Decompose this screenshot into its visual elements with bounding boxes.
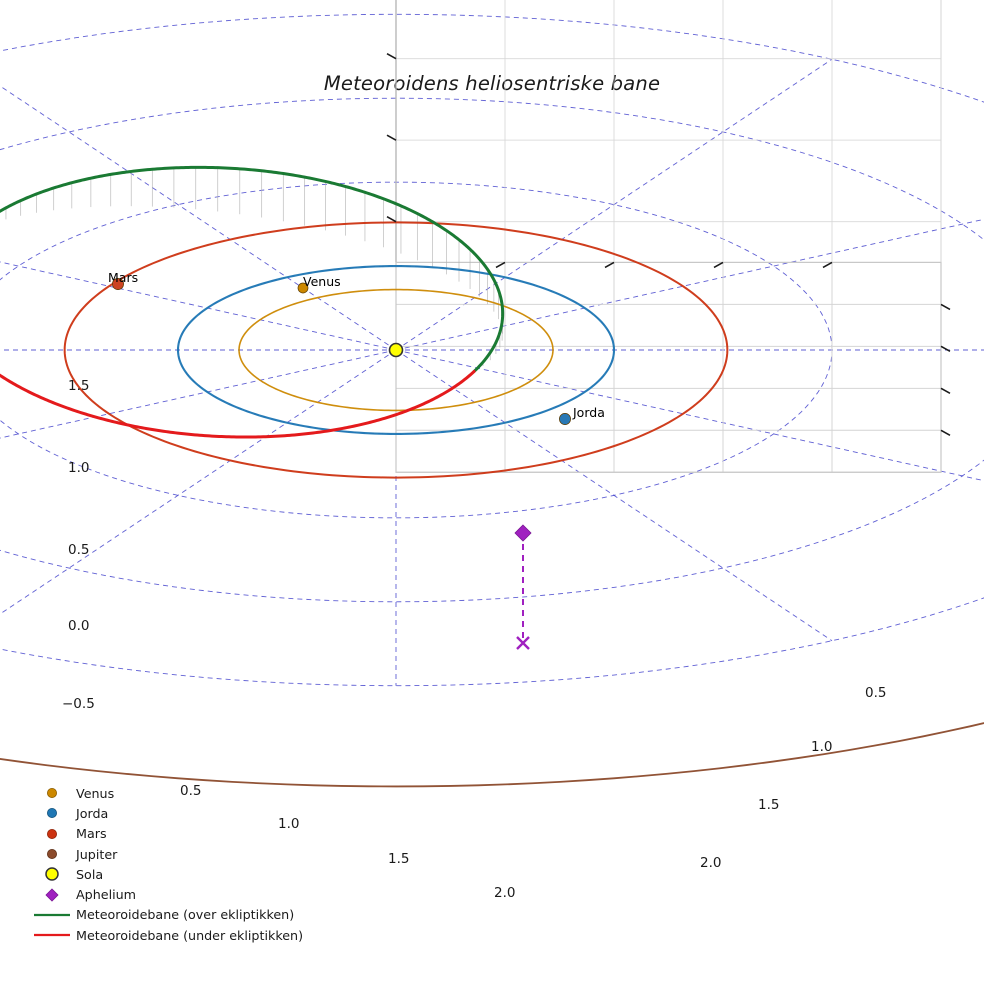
y-tick-label: 1.0 [811,739,833,755]
planet-marker-venus [297,282,309,294]
planet-orbit-layer [0,221,984,788]
polar-grid-spoke [395,349,833,642]
orbit-mars [63,221,729,479]
meteoroid-orbit-layer [0,165,505,439]
x-tick-label: 1.0 [278,816,300,832]
body-label-jorda: Jorda [573,405,605,420]
x-tick-label: 1.5 [388,851,410,867]
legend-marker-dot-icon [28,785,76,801]
legend-item[interactable]: Venus [28,783,328,803]
page-title: Meteoroidens heliosentriske bane [323,72,661,95]
orbit-jorda [176,265,616,435]
meteoroid-orbit-above [0,165,505,373]
body-label-venus: Venus [303,274,341,289]
legend-marker-line-icon [28,927,76,943]
planet-marker-jorda [559,413,571,425]
legend-item[interactable]: Aphelium [28,884,328,904]
y-tick [940,303,951,311]
legend-item[interactable]: Jorda [28,803,328,823]
x-tick [713,261,724,269]
sun-marker [388,342,404,358]
x-tick [604,261,615,269]
legend-label: Jupiter [76,846,118,862]
polar-grid-spoke [0,349,397,439]
legend-marker-dot-icon [28,846,76,862]
x-tick-label: 2.0 [494,885,516,901]
legend-marker-line-icon [28,907,76,923]
z-tick-label: 1.0 [68,460,90,476]
tick-mark-layer [386,52,951,436]
y-tick-label: 1.5 [758,797,780,813]
legend-item[interactable]: Meteoroidebane (under ekliptikken) [28,925,328,945]
x-tick [495,261,506,269]
y-tick [940,429,951,436]
z-tick-label: 0.5 [68,542,90,558]
legend-label: Jorda [76,805,109,821]
aphelion-projection-cross [516,636,530,650]
y-tick [940,387,951,395]
aphelion-marker [514,524,532,542]
legend-label: Sola [76,866,104,882]
z-tick-label: −0.5 [62,696,95,712]
legend-label: Meteoroidebane (over ekliptikken) [76,907,295,923]
orbit-jupiter [0,722,984,788]
polar-grid-spoke [0,349,397,615]
z-tick [386,52,397,60]
legend-label: Aphelium [76,887,137,903]
legend-marker-diamond-icon [28,887,76,903]
legend-dot [46,828,57,839]
legend-label: Venus [76,785,115,801]
polar-grid-spoke [0,261,397,351]
z-tick-label: 1.5 [68,378,90,394]
body-label-mars: Mars [108,270,139,285]
polar-grid-spoke [395,218,984,351]
legend-marker-dot-icon [28,826,76,842]
z-tick-label: 0.0 [68,618,90,634]
axes-box-layer [395,0,942,473]
legend-label: Meteoroidebane (under ekliptikken) [76,927,304,943]
legend-dot [46,808,57,819]
y-tick-label: 2.0 [700,855,722,871]
bottom-pane-outline [395,261,942,473]
planet-marker-mars [112,278,124,290]
legend-item[interactable]: Sola [28,864,328,884]
y-tick [940,345,951,353]
marker-layer [112,278,571,650]
legend-item[interactable]: Jupiter [28,844,328,864]
polar-grid-spoke [0,85,397,351]
legend-marker-dot-icon [28,805,76,821]
legend-sun [45,867,59,882]
legend-diamond [45,888,59,902]
meteoroid-orbit-below [0,369,476,439]
z-tick [386,215,397,223]
legend-marker-sun-icon [28,866,76,882]
legend: Venus Jorda Mars Jupiter Sola Aphelium Meteoro… [28,783,328,945]
x-tick [822,261,833,269]
orbit-venus [238,288,554,412]
legend-item[interactable]: Meteoroidebane (over ekliptikken) [28,905,328,925]
legend-dot [46,849,57,860]
legend-dot [46,788,57,799]
x-tick-label: 0.5 [180,783,202,799]
y-tick-label: 0.5 [865,685,887,701]
polar-grid-spoke [395,349,984,482]
z-tick [386,134,397,141]
legend-item[interactable]: Mars [28,824,328,844]
legend-label: Mars [76,826,107,842]
